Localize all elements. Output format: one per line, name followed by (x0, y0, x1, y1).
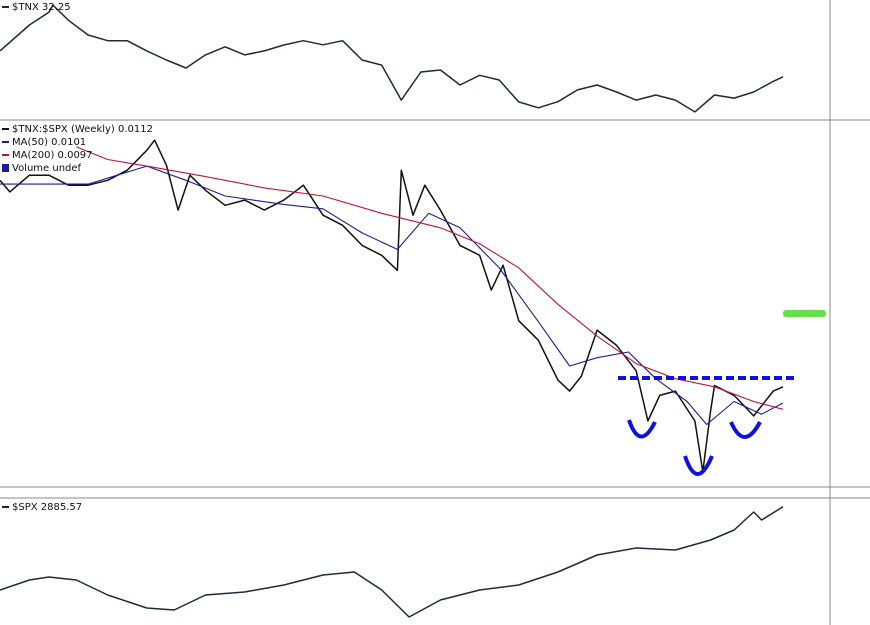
target-annotation (783, 310, 826, 317)
series-line (0, 4, 784, 113)
series-line (0, 139, 784, 473)
legend-label: MA(50) 0.0101 (12, 137, 86, 148)
legend-label: $SPX 2885.57 (12, 502, 82, 513)
legend-label: $TNX:$SPX (Weekly) 0.0112 (12, 124, 153, 135)
legend-label: Volume undef (12, 163, 82, 174)
legend-swatch (2, 164, 9, 172)
shoulder-annotation (729, 421, 762, 439)
head-annotation (683, 455, 714, 476)
legend-label: $TNX 32.25 (12, 2, 71, 13)
marks (0, 4, 784, 618)
legend-label: MA(200) 0.0097 (12, 150, 93, 161)
shoulder-annotation (627, 419, 657, 439)
series-line (76, 146, 784, 410)
series-line (0, 506, 784, 618)
series-line (0, 165, 784, 426)
labels: $TNX 32.25 $TNX:$SPX (Weekly) 0.0112 MA(50… (2, 2, 153, 513)
